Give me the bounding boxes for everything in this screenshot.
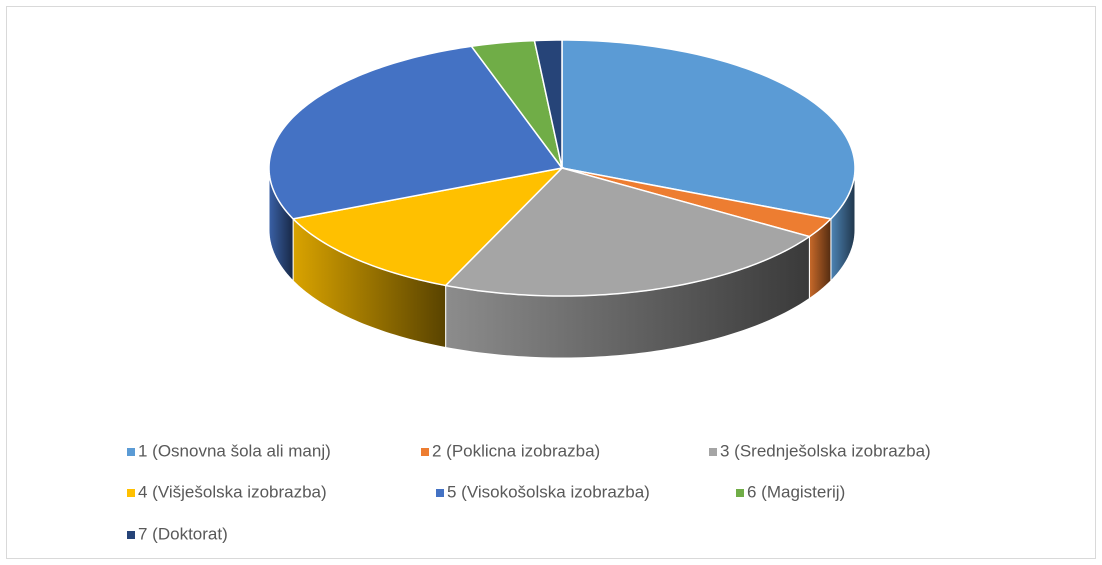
legend-swatch (421, 448, 429, 456)
legend-label: 4 (Višješolska izobrazba) (138, 482, 327, 501)
legend-swatch (127, 448, 135, 456)
pie-slice (291, 166, 565, 287)
legend-swatch (709, 448, 717, 456)
legend-label: 7 (Doktorat) (138, 524, 228, 543)
pie-tops (268, 39, 856, 297)
legend-label: 6 (Magisterij) (747, 482, 845, 501)
pie-slice (470, 39, 563, 169)
pie-slice (561, 167, 833, 238)
pie-slice (533, 39, 563, 169)
legend-label: 1 (Osnovna šola ali manj) (138, 441, 331, 460)
pie-slice (268, 45, 564, 220)
legend-swatch (127, 531, 135, 539)
pie-slice (561, 39, 856, 220)
legend-swatch (127, 489, 135, 497)
legend-label: 5 (Visokošolska izobrazba) (447, 482, 650, 501)
legend-swatch (736, 489, 744, 497)
legend-swatch (436, 489, 444, 497)
legend: 1 (Osnovna šola ali manj) 2 (Poklicna izo… (127, 441, 931, 543)
legend-label: 2 (Poklicna izobrazba) (432, 441, 600, 460)
pie-slice (444, 167, 812, 297)
legend-label: 3 (Srednješolska izobrazba) (720, 441, 931, 460)
